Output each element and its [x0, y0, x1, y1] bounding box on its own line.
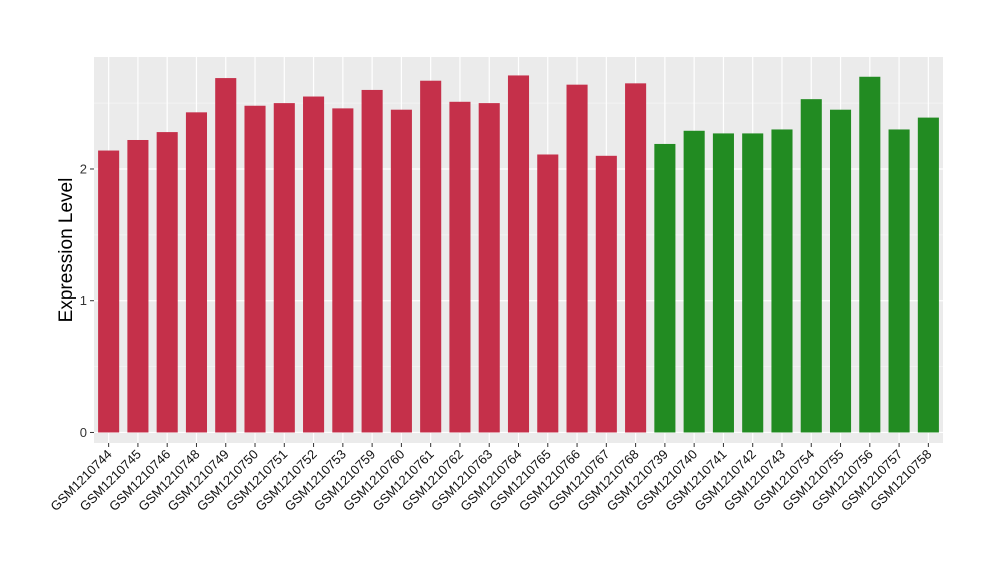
x-axis: GSM1210744GSM1210745GSM1210746GSM1210748…: [47, 443, 934, 514]
y-tick-label: 0: [80, 425, 87, 440]
bar: [478, 103, 500, 433]
bar: [449, 101, 471, 433]
bar: [273, 103, 295, 433]
bar: [537, 154, 559, 433]
bar: [800, 99, 822, 433]
bar: [215, 78, 237, 433]
bar: [185, 112, 208, 433]
bar: [361, 89, 383, 433]
bar: [829, 109, 852, 433]
bar: [654, 143, 676, 433]
y-axis: 0 1 2: [80, 161, 94, 440]
bar: [888, 129, 910, 433]
bar: [566, 84, 588, 433]
y-axis-label: Expression Level: [56, 178, 77, 323]
bar: [507, 75, 530, 433]
bar: [771, 129, 793, 433]
bar: [127, 139, 149, 433]
bar: [595, 155, 617, 433]
bar: [303, 96, 325, 433]
bar: [244, 105, 266, 433]
y-tick-label: 1: [80, 293, 87, 308]
bar: [98, 150, 120, 433]
bar: [859, 76, 881, 433]
bars: [98, 75, 939, 433]
bar: [712, 133, 734, 433]
bar: [917, 117, 939, 433]
bar: [742, 133, 764, 433]
bar: [156, 132, 178, 433]
bar: [625, 83, 647, 433]
bar: [332, 108, 354, 433]
bar: [390, 109, 412, 433]
y-tick-label: 2: [80, 161, 87, 176]
bar: [420, 80, 442, 433]
bar: [683, 130, 705, 433]
